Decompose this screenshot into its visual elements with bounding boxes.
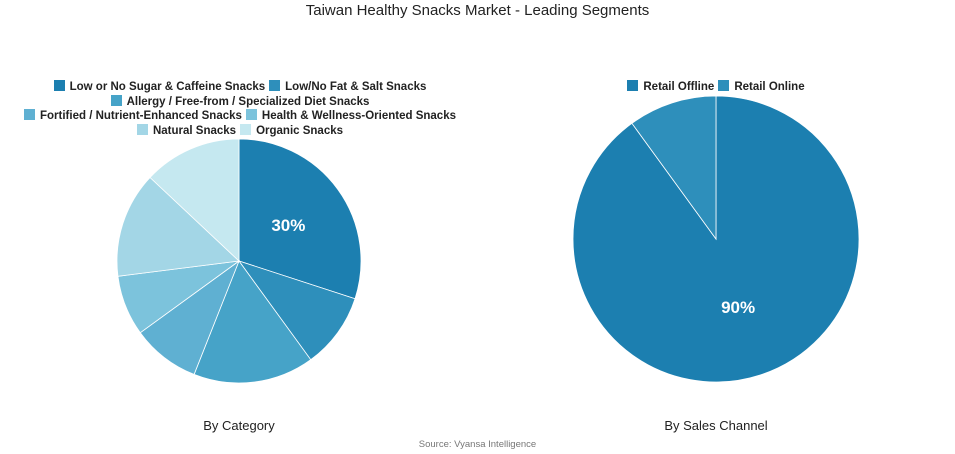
legend-label: Allergy / Free-from / Specialized Diet S… (126, 95, 370, 108)
legend-label: Retail Offline (643, 81, 715, 93)
subtitle-category: By Category (203, 418, 275, 433)
pie-slice[interactable] (237, 260, 356, 361)
legend-item[interactable]: Natural Snacks (136, 123, 237, 139)
legend-item[interactable]: Allergy / Free-from / Specialized Diet S… (110, 94, 370, 110)
legend-item[interactable]: Low or No Sugar & Caffeine Snacks (53, 80, 266, 95)
legend-sales-channel: Retail Offline Retail Online (566, 80, 866, 95)
legend-label: Low/No Fat & Salt Snacks (285, 81, 427, 93)
legend-item[interactable]: Fortified / Nutrient-Enhanced Snacks (24, 109, 242, 124)
legend-item[interactable]: Retail Online (718, 80, 805, 95)
pie-slice[interactable] (193, 260, 312, 384)
legend-swatch (240, 123, 252, 135)
legend-item[interactable]: Health & Wellness-Oriented Snacks (245, 109, 456, 124)
legend-label: Fortified / Nutrient-Enhanced Snacks (40, 110, 242, 122)
subtitle-sales-channel: By Sales Channel (664, 418, 768, 433)
data-label: 30% (271, 216, 305, 235)
legend-item[interactable]: Organic Snacks (240, 123, 344, 139)
legend-label: Natural Snacks (152, 124, 237, 137)
legend-swatch (24, 109, 35, 120)
legend-swatch (53, 80, 65, 91)
chart-title: Taiwan Healthy Snacks Market - Leading S… (305, 2, 650, 19)
legend-label: Retail Online (734, 81, 805, 93)
legend-category: Low or No Sugar & Caffeine Snacks Low/No … (15, 80, 465, 138)
legend-swatch (269, 80, 281, 91)
legend-swatch (627, 80, 639, 91)
pie-slice[interactable] (116, 176, 240, 277)
legend-label: Low or No Sugar & Caffeine Snacks (69, 81, 266, 93)
legend-item[interactable]: Retail Offline (627, 80, 714, 95)
pie-slice[interactable] (238, 138, 362, 300)
legend-swatch (136, 123, 148, 135)
data-label: 90% (721, 298, 755, 317)
legend-label: Health & Wellness-Oriented Snacks (261, 110, 456, 122)
legend-swatch (245, 109, 257, 120)
legend-label: Organic Snacks (256, 124, 344, 137)
pie-slice[interactable] (149, 138, 240, 262)
source-note: Source: Vyansa Intelligence (418, 439, 537, 450)
legend-swatch (718, 80, 730, 91)
legend-item[interactable]: Low/No Fat & Salt Snacks (269, 80, 426, 95)
pie-slice[interactable] (631, 95, 717, 241)
legend-swatch (110, 94, 122, 106)
